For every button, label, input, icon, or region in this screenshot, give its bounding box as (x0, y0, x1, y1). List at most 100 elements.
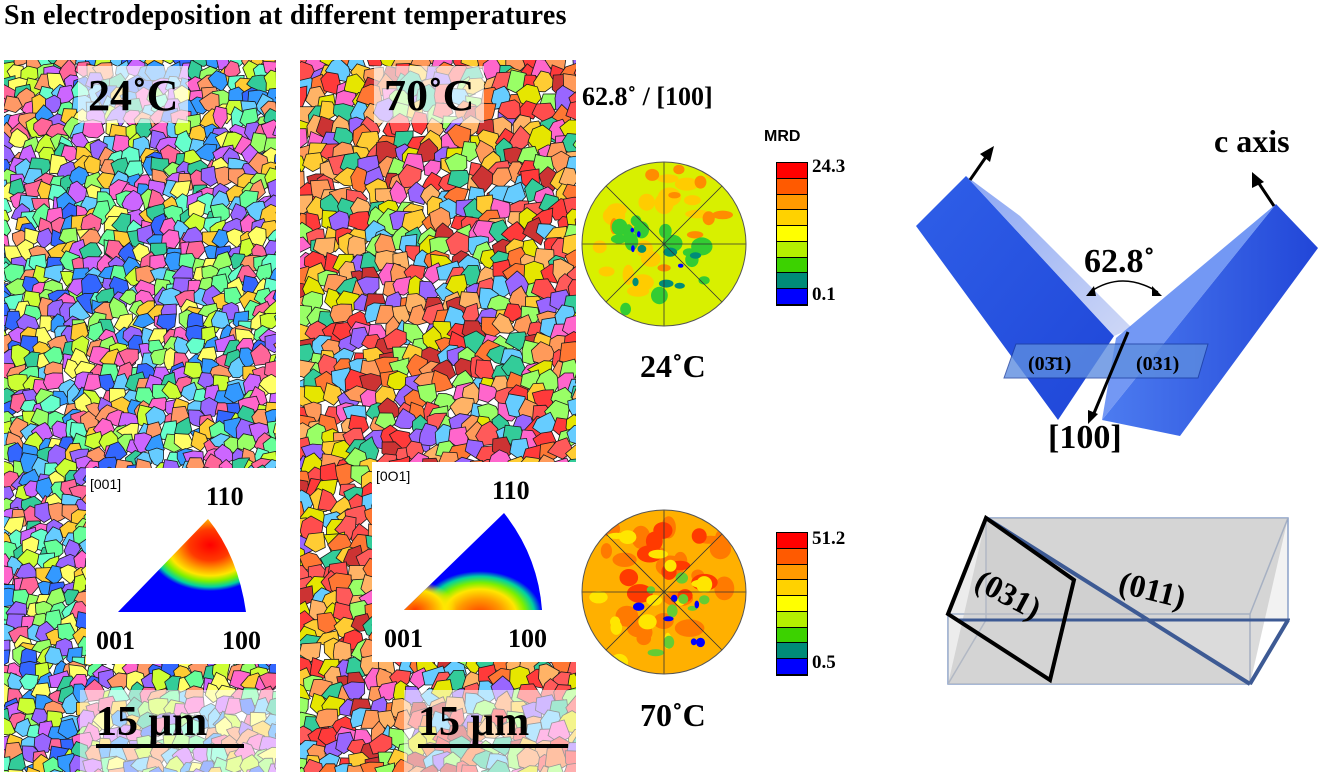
legend-swatch (777, 226, 807, 242)
ipf-key-70c: [0O1] 110 001 100 (372, 462, 576, 662)
pole-density-blob (631, 274, 654, 291)
pole-density-blob (670, 594, 678, 602)
grain (533, 70, 557, 93)
pole-density-blob (601, 162, 611, 166)
ipf-triangle-70c (404, 513, 542, 610)
legend-min-label: 0.5 (812, 652, 836, 673)
legend-title: MRD (764, 128, 801, 145)
grain (303, 758, 324, 772)
legend-swatch (777, 163, 807, 179)
grain (44, 646, 64, 665)
legend-swatch (777, 659, 807, 675)
pole-density-blob (619, 569, 639, 587)
grain (272, 124, 276, 137)
pole-density-blob (631, 525, 651, 549)
pole-density-blob (673, 164, 685, 175)
pole-density-blob (610, 616, 621, 628)
grain (574, 672, 576, 677)
pole-density-blob (698, 276, 710, 285)
misorientation-label: 62.8˚ / [100] (582, 82, 713, 111)
grain (566, 424, 576, 445)
grain (33, 732, 53, 753)
pole-density-blob (659, 223, 672, 239)
grain (274, 165, 276, 171)
grain (44, 94, 62, 114)
grain (57, 718, 79, 740)
legend-swatch (777, 611, 807, 628)
ipf-left-label: 001 (384, 624, 423, 653)
grain (84, 430, 104, 450)
legend-swatch (777, 273, 807, 290)
pole-density-blob (689, 252, 702, 259)
pole-density-blob (709, 538, 732, 560)
pole-density-blob (686, 231, 704, 239)
legend-swatch (777, 210, 807, 227)
grain (475, 420, 499, 447)
legend-swatch (777, 257, 807, 274)
pole-density-blob (647, 649, 664, 657)
pole-density-blob (690, 638, 697, 646)
legend-swatch (777, 548, 807, 565)
grain (161, 60, 176, 65)
grain (504, 331, 529, 352)
pole-density-blob (694, 600, 700, 609)
ipf-left-label: 001 (96, 626, 135, 655)
grain (4, 649, 11, 666)
color-legend-24c (776, 162, 808, 306)
grain (132, 312, 156, 329)
pole-figure-24c (581, 161, 747, 327)
pole-density-blob (637, 231, 641, 238)
pole-density-blob (712, 210, 733, 220)
pole-density-blob (663, 247, 678, 257)
scale-bar (418, 744, 568, 748)
map-temperature-label-70c: 70˚C (374, 66, 485, 123)
pole-density-blob (668, 192, 681, 199)
grain (264, 333, 276, 354)
grain (319, 100, 339, 121)
pole-density-blob (664, 559, 677, 572)
plane-label-right: (031) (1136, 353, 1179, 375)
grain (300, 85, 308, 109)
grain (49, 769, 64, 772)
legend-swatch (777, 627, 807, 644)
pole-density-blob (674, 177, 699, 191)
pole-density-blob (633, 602, 645, 611)
grain (565, 444, 576, 463)
pole-density-blob (645, 168, 660, 181)
grain (210, 310, 231, 329)
grain (571, 387, 576, 403)
pole-density-blob (657, 174, 679, 183)
grain (185, 337, 206, 355)
legend-swatch (777, 564, 807, 581)
grain (573, 68, 576, 76)
grain (565, 101, 576, 121)
plane-label-left: (03̄1) (1028, 353, 1071, 375)
legend-swatch (777, 533, 807, 549)
pole-density-blob (632, 277, 639, 287)
grain (302, 152, 325, 173)
pole-density-blob (637, 244, 647, 253)
pole-density-blob (631, 245, 635, 253)
pole-density-blob (714, 576, 735, 601)
grain (259, 312, 276, 330)
grain (374, 762, 395, 772)
grain (567, 398, 576, 418)
pole-density-blob (658, 279, 674, 288)
pole-density-blob (663, 616, 674, 622)
pole-density-blob (674, 619, 705, 637)
grain (274, 433, 276, 442)
grain (574, 373, 576, 379)
pole-density-blob (630, 215, 642, 227)
pole-density-blob (678, 594, 689, 604)
ipf-key-24c: [001] 110 001 100 (86, 468, 276, 664)
twin-crystal-schematic: c axis 62.8˚ (03̄1) (031) [100] (916, 123, 1318, 456)
grain (190, 430, 209, 452)
scale-bar (96, 744, 244, 748)
pole-density-blob (638, 193, 655, 211)
ipf-right-label: 100 (222, 626, 261, 655)
map-temperature-label-24c: 24˚C (78, 66, 189, 123)
ipf-top-label: 110 (206, 482, 244, 511)
grain (200, 396, 220, 417)
c-axis-label: c axis (1214, 123, 1290, 159)
grain (477, 382, 500, 403)
